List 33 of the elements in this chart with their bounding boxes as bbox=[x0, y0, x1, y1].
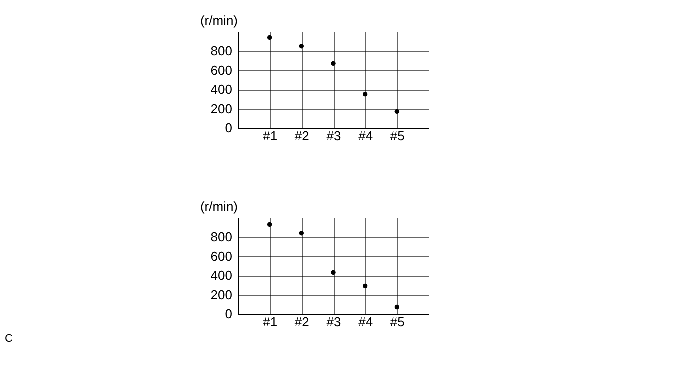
x-tick-label: #5 bbox=[390, 128, 405, 144]
x-tick-label: #5 bbox=[390, 314, 405, 330]
y-tick-label: 600 bbox=[210, 248, 232, 264]
y-tick-label: 600 bbox=[210, 62, 232, 78]
y-tick-label: 0 bbox=[225, 306, 232, 322]
y-axis-title: (r/min) bbox=[200, 13, 238, 28]
point bbox=[362, 284, 368, 288]
x-tick-label: #3 bbox=[326, 128, 342, 144]
y-tick-label: 400 bbox=[210, 268, 232, 284]
point bbox=[267, 35, 272, 40]
point bbox=[331, 270, 336, 276]
x-tick-label: #4 bbox=[358, 128, 374, 144]
point bbox=[299, 44, 304, 49]
point bbox=[267, 222, 272, 228]
x-tick-label: #4 bbox=[358, 314, 374, 330]
point bbox=[331, 61, 336, 66]
point bbox=[299, 231, 304, 236]
text: C bbox=[5, 333, 13, 345]
y-tick-label: 800 bbox=[210, 44, 232, 59]
x-tick-label: #1 bbox=[263, 128, 278, 144]
y-tick-label: 400 bbox=[210, 82, 232, 98]
x-tick-label: #3 bbox=[326, 314, 342, 330]
y-tick-label: 800 bbox=[210, 230, 232, 245]
y-tick-label: 0 bbox=[225, 120, 232, 136]
x-tick-label: #2 bbox=[294, 128, 310, 144]
y-tick-label: 200 bbox=[210, 101, 232, 116]
x-tick-label: #2 bbox=[294, 314, 310, 330]
point bbox=[394, 304, 400, 310]
x-tick-label: #1 bbox=[263, 314, 278, 330]
point bbox=[362, 92, 368, 97]
y-axis-title: (r/min) bbox=[200, 199, 238, 214]
point bbox=[394, 109, 400, 114]
y-tick-label: 200 bbox=[210, 287, 232, 302]
